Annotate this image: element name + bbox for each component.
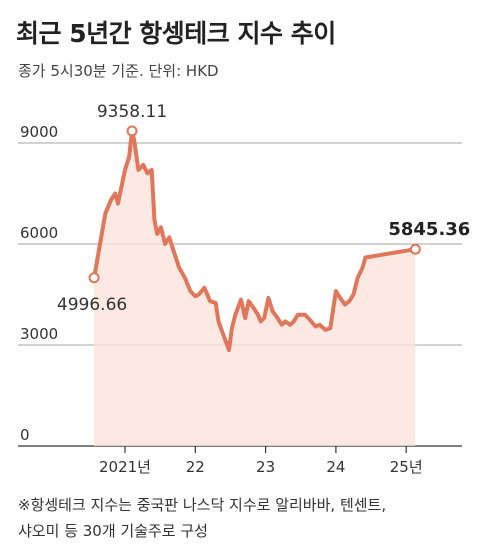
x-tick-label: 22 (186, 458, 205, 476)
area-fill (94, 130, 416, 446)
y-tick-label: 9000 (20, 123, 58, 141)
chart-subtitle: 종가 5시30분 기준. 단위: HKD (18, 62, 219, 80)
series-line (92, 128, 418, 353)
footnote-line-2: 샤오미 등 30개 기술주로 구성 (18, 522, 208, 540)
start-point-marker (88, 272, 100, 284)
end-point-marker (409, 243, 421, 255)
x-tick-label: 25년 (390, 458, 423, 476)
x-tick-label: 23 (256, 458, 275, 476)
chart-labels: 0 3000 6000 9000 2021년 22 23 24 25년 4996.66 9358.1… (20, 102, 470, 476)
peak-value-label: 9358.11 (97, 102, 167, 122)
footnote-line-1: ※항셍테크 지수는 중국판 나스닥 지수로 알리바바, 텐센트, (18, 496, 387, 514)
peak-point-marker (126, 125, 138, 137)
end-value-label: 5845.36 (388, 219, 470, 240)
x-tick-label: 24 (326, 458, 345, 476)
chart-title: 최근 5년간 항셍테크 지수 추이 (16, 19, 336, 48)
chart-marks (88, 125, 421, 284)
y-tick-label: 0 (20, 426, 30, 444)
y-tick-label: 6000 (20, 224, 58, 242)
start-value-label: 4996.66 (57, 295, 127, 315)
y-tick-label: 3000 (20, 325, 58, 343)
x-tick-label: 2021년 (99, 458, 151, 476)
footnote: ※항셍테크 지수는 중국판 나스닥 지수로 알리바바, 텐센트, 샤오미 등 3… (18, 492, 468, 544)
